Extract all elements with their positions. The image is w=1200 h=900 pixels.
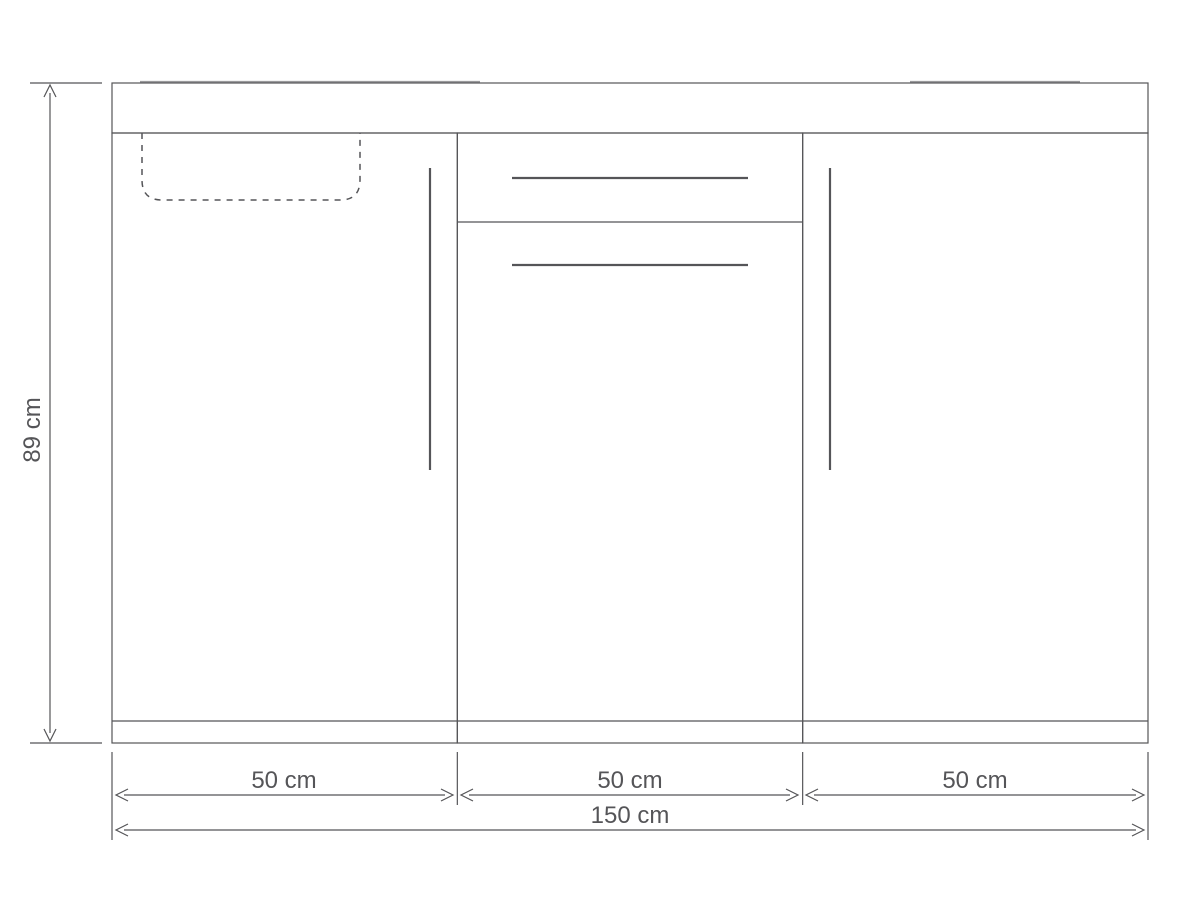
module-middle bbox=[457, 133, 802, 743]
dim-height-label: 89 cm bbox=[19, 397, 46, 462]
technical-drawing: 89 cm bbox=[0, 0, 1200, 900]
dim-total-label: 150 cm bbox=[591, 802, 670, 829]
dim-total: 150 cm bbox=[116, 802, 1144, 836]
sink-basin-outline bbox=[142, 133, 360, 200]
dim-modules: 50 cm 50 cm 50 cm 150 cm bbox=[112, 752, 1148, 840]
module-right bbox=[803, 133, 1148, 743]
dim-module-1-label: 50 cm bbox=[251, 767, 316, 794]
module-left bbox=[112, 133, 457, 743]
dim-module-2-label: 50 cm bbox=[597, 767, 662, 794]
dim-module-3-label: 50 cm bbox=[942, 767, 1007, 794]
dim-module-3: 50 cm bbox=[806, 767, 1144, 801]
cabinet bbox=[112, 82, 1148, 743]
dim-module-2: 50 cm bbox=[461, 767, 798, 801]
dim-height: 89 cm bbox=[19, 83, 102, 743]
dim-module-1: 50 cm bbox=[116, 767, 453, 801]
worktop bbox=[112, 83, 1148, 133]
